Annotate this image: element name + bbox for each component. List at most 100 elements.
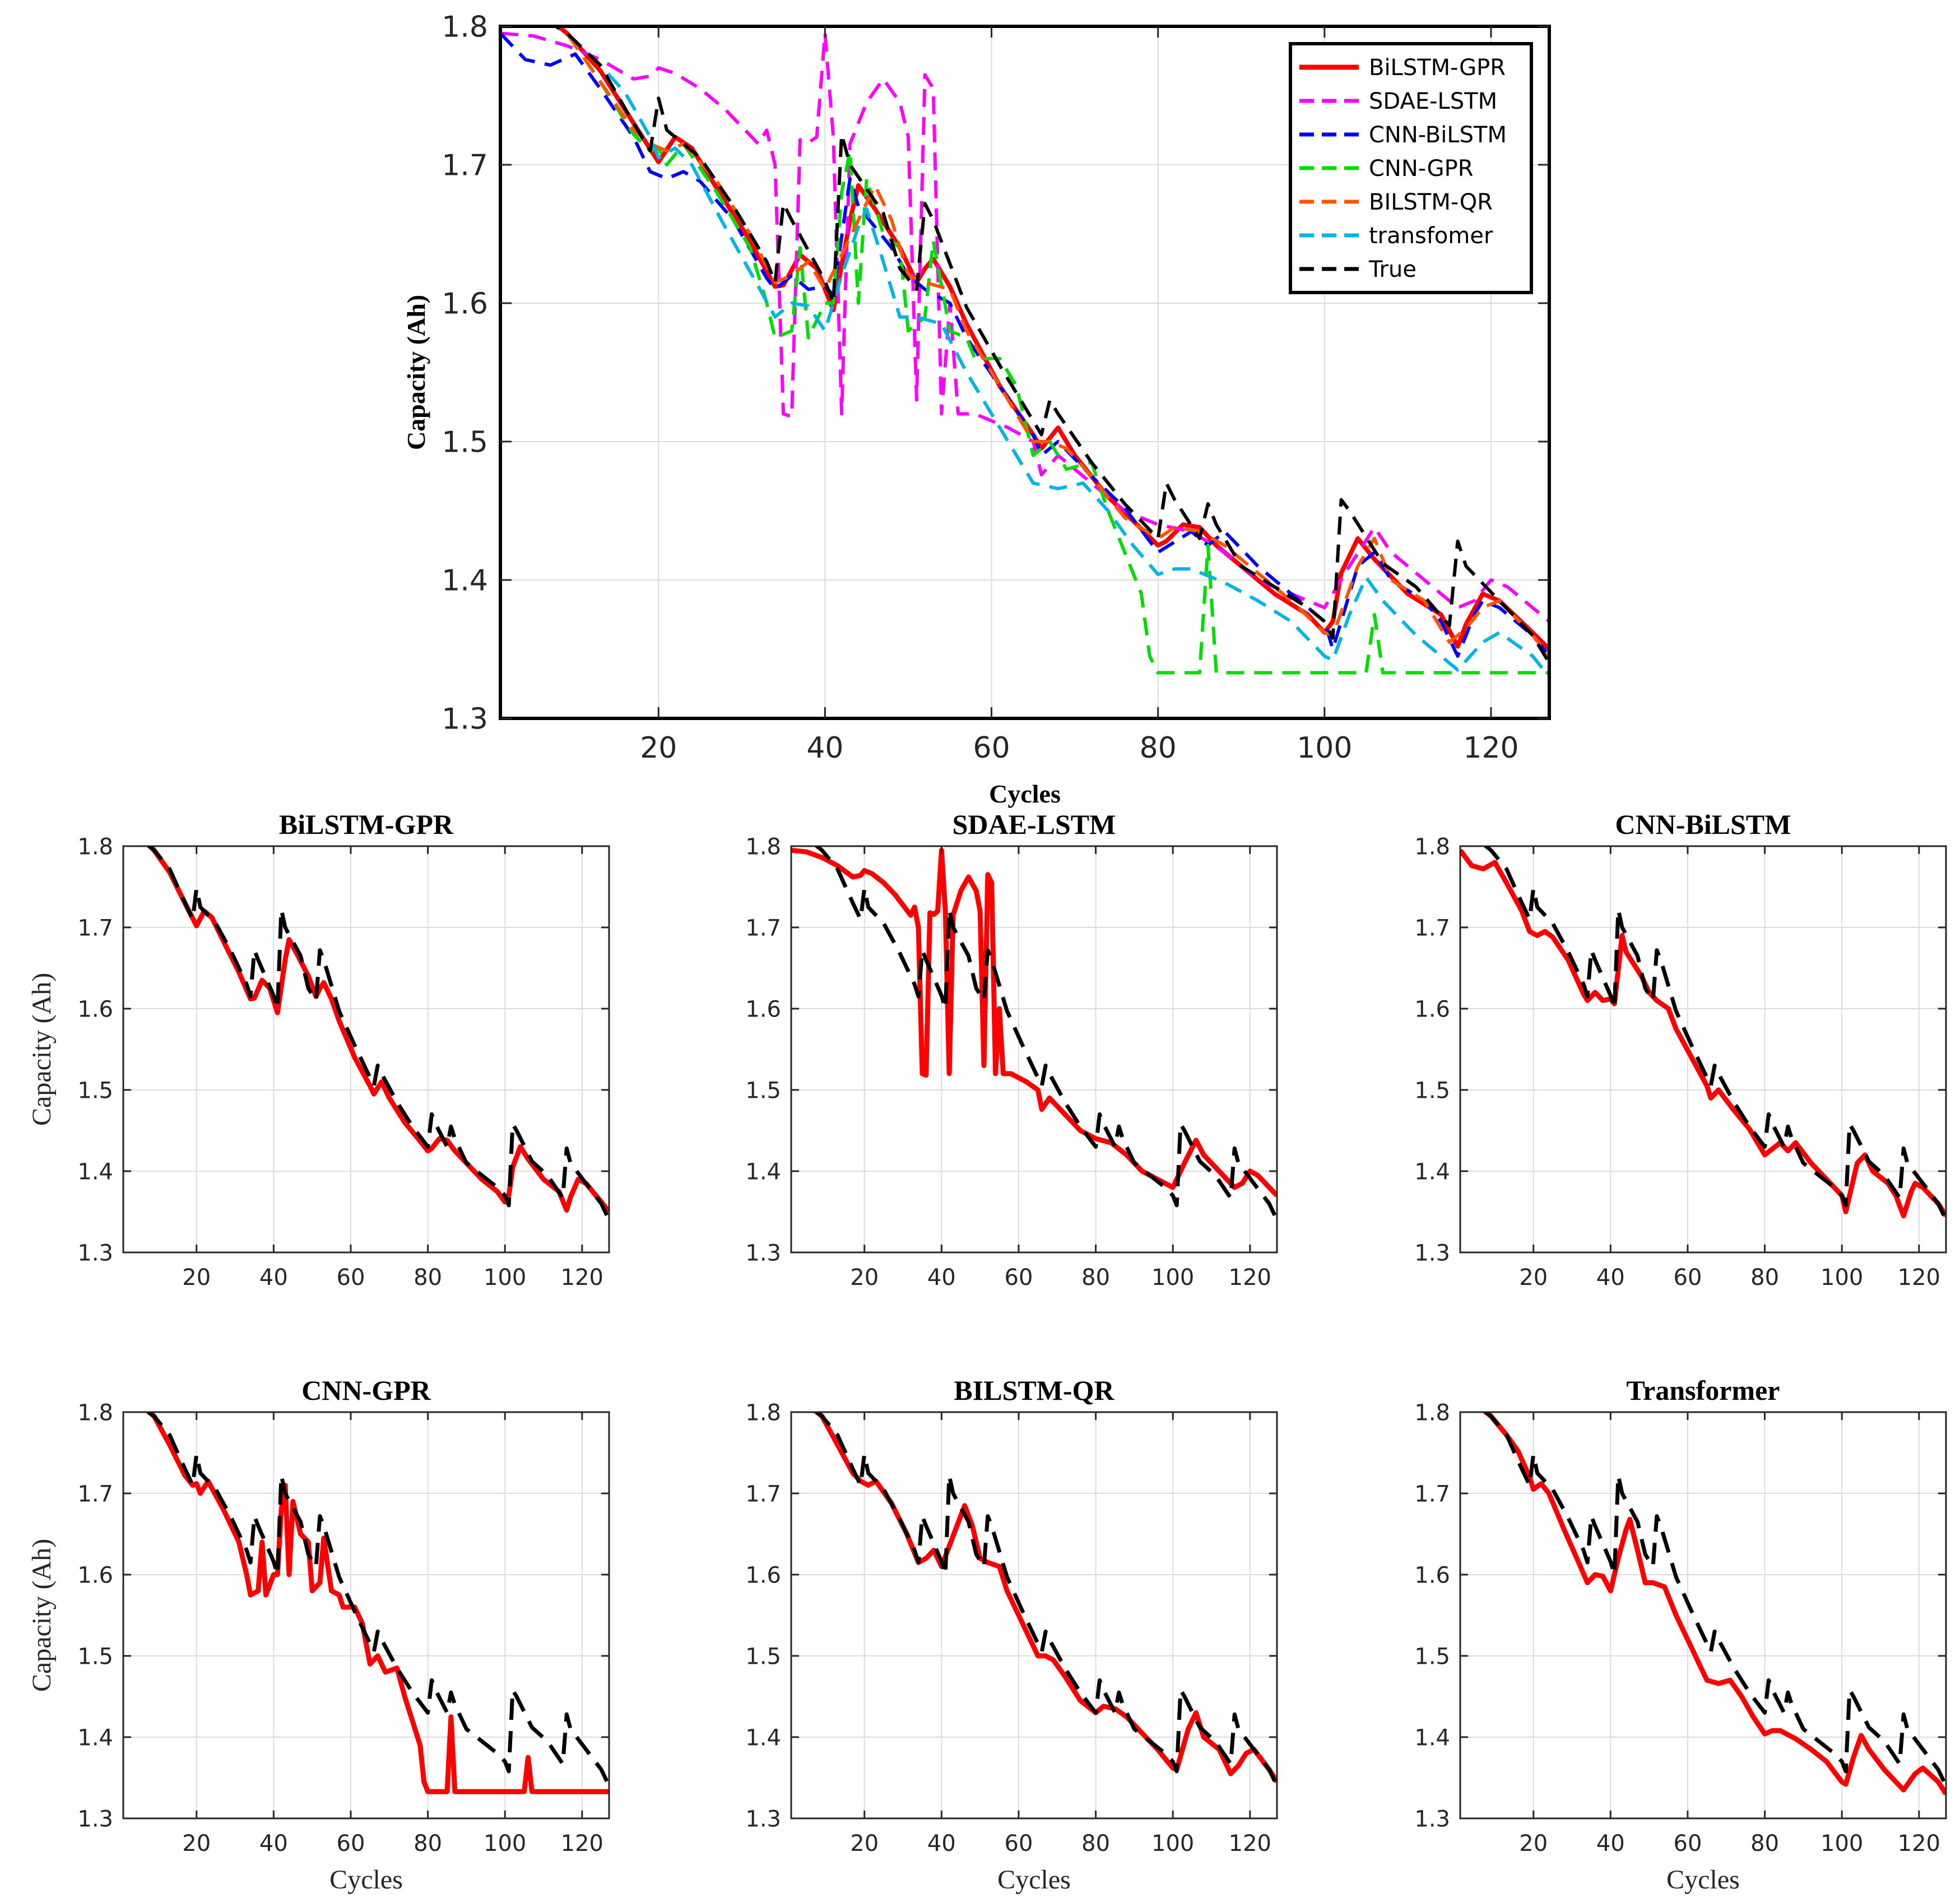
chart-title: BiLSTM-GPR [279,809,454,840]
x-tick-label: 60 [1005,1831,1033,1856]
y-tick-label: 1.5 [442,426,488,459]
y-tick-label: 1.4 [442,564,488,598]
x-tick-label: 40 [806,731,843,765]
legend-label-cnn_bilstm: CNN-BiLSTM [1369,122,1507,148]
series-line-truth [1483,846,1946,1221]
y-tick-label: 1.5 [1414,1644,1450,1669]
y-tick-label: 1.8 [77,1400,113,1426]
x-tick-label: 80 [414,1265,442,1291]
x-tick-label: 100 [1297,731,1352,765]
chart-p3: 20 40 60 80 100 120 1.3 1.4 1.5 1.6 1.7 1.8 CNN-BiLS… [1414,809,1947,1291]
legend-label-transformer: transfomer [1369,223,1493,249]
series-line-sdae_lstm [500,31,1549,623]
chart-main: 20 40 60 80 100 120 1.3 1.4 1.5 1.6 1.7 1.8 Cycles Ca… [402,11,1551,808]
x-tick-label: 120 [1229,1265,1271,1291]
x-tick-label: 80 [1750,1265,1779,1291]
x-tick-label: 120 [561,1831,603,1856]
x-tick-label: 80 [1081,1831,1110,1856]
x-tick-label: 100 [484,1265,526,1291]
x-tick-label: 60 [337,1831,365,1856]
series-line-transformer [1481,1412,1946,1795]
axes-box [122,845,610,1254]
chart-title: CNN-GPR [301,1375,431,1406]
series-line-bilstm_gpr [146,846,609,1214]
x-tick-label: 120 [1463,731,1518,765]
chart-title: SDAE-LSTM [953,809,1116,840]
y-tick-label: 1.7 [77,1481,113,1507]
x-tick-label: 20 [850,1831,879,1856]
chart-p1: 20 40 60 80 100 120 1.3 1.4 1.5 1.6 1.7 1.8 BiLSTM-G… [27,809,610,1291]
x-axis-label: Cycles [329,1865,403,1895]
y-tick-label: 1.3 [77,1806,113,1832]
chart-p6: 20 40 60 80 100 120 1.3 1.4 1.5 1.6 1.7 1.8 Transfor… [1414,1375,1947,1895]
y-tick-label: 1.6 [745,996,781,1022]
y-tick-label: 1.8 [77,834,113,860]
x-tick-label: 80 [1750,1831,1779,1856]
series-line-cnn_bilstm [500,32,1549,658]
x-tick-label: 20 [1519,1831,1548,1856]
y-tick-label: 1.3 [1414,1240,1450,1266]
chart-p2: 20 40 60 80 100 120 1.3 1.4 1.5 1.6 1.7 1.8 SDAE-LST… [745,809,1278,1291]
x-tick-label: 100 [1820,1265,1863,1291]
axes-box [499,25,1551,720]
y-tick-label: 1.4 [745,1159,781,1185]
x-tick-label: 40 [259,1265,288,1291]
x-tick-label: 60 [1674,1831,1702,1856]
y-tick-label: 1.6 [745,1562,781,1588]
axes-box [1459,1411,1947,1820]
y-tick-label: 1.8 [442,11,488,44]
series-line-bilstm_qr [552,26,1549,657]
y-tick-label: 1.6 [1414,996,1450,1022]
series-line-truth [814,846,1277,1221]
y-tick-label: 1.3 [745,1240,781,1266]
x-tick-label: 60 [337,1265,365,1291]
legend-label-truth: True [1368,257,1416,282]
y-tick-label: 1.4 [1414,1159,1450,1185]
x-tick-label: 20 [182,1831,211,1856]
y-tick-label: 1.8 [1414,834,1450,860]
y-tick-label: 1.4 [77,1159,113,1185]
y-tick-label: 1.8 [1414,1400,1450,1426]
y-axis-label: Capacity (Ah) [27,1539,57,1692]
x-tick-label: 100 [484,1831,526,1856]
x-tick-label: 20 [182,1265,211,1291]
x-tick-label: 20 [850,1265,879,1291]
y-tick-label: 1.7 [1414,1481,1450,1507]
x-axis-label: Cycles [997,1865,1071,1895]
x-tick-label: 100 [1820,1831,1863,1856]
chart-p4: 20 40 60 80 100 120 1.3 1.4 1.5 1.6 1.7 1.8 CNN-GPR C… [27,1375,610,1895]
x-tick-label: 120 [1898,1265,1940,1291]
series-line-truth [814,1412,1277,1787]
series-line-transformer [552,26,1549,678]
x-tick-label: 40 [927,1831,956,1856]
y-tick-label: 1.5 [1414,1078,1450,1103]
x-tick-label: 40 [1596,1265,1625,1291]
y-tick-label: 1.5 [745,1644,781,1669]
y-tick-label: 1.7 [1414,915,1450,941]
y-tick-label: 1.4 [1414,1725,1450,1751]
series-line-truth [552,26,1549,664]
y-tick-label: 1.3 [745,1806,781,1832]
y-tick-label: 1.5 [745,1078,781,1103]
y-tick-label: 1.6 [1414,1562,1450,1588]
x-tick-label: 100 [1151,1265,1194,1291]
y-tick-label: 1.3 [1414,1806,1450,1832]
series-line-cnn_bilstm [1460,848,1946,1219]
y-tick-label: 1.3 [442,703,488,736]
legend-label-sdae_lstm: SDAE-LSTM [1369,89,1497,114]
x-tick-label: 80 [1140,731,1177,765]
x-tick-label: 120 [1229,1831,1271,1856]
y-tick-label: 1.6 [442,287,488,321]
y-tick-label: 1.4 [77,1725,113,1751]
chart-title: CNN-BiLSTM [1615,809,1791,840]
x-tick-label: 100 [1151,1831,1194,1856]
chart-p5: 20 40 60 80 100 120 1.3 1.4 1.5 1.6 1.7 1.8 BILSTM-Q… [745,1375,1278,1895]
x-tick-label: 60 [1005,1265,1033,1291]
x-tick-label: 80 [414,1831,442,1856]
legend: BiLSTM-GPR SDAE-LSTM CNN-BiLSTM CNN-GPR BILS… [1289,42,1533,294]
x-tick-label: 120 [1898,1831,1940,1856]
legend-label-bilstm_qr: BILSTM-QR [1369,189,1493,215]
series-line-truth [146,846,609,1221]
y-axis-label: Capacity (Ah) [27,973,57,1126]
